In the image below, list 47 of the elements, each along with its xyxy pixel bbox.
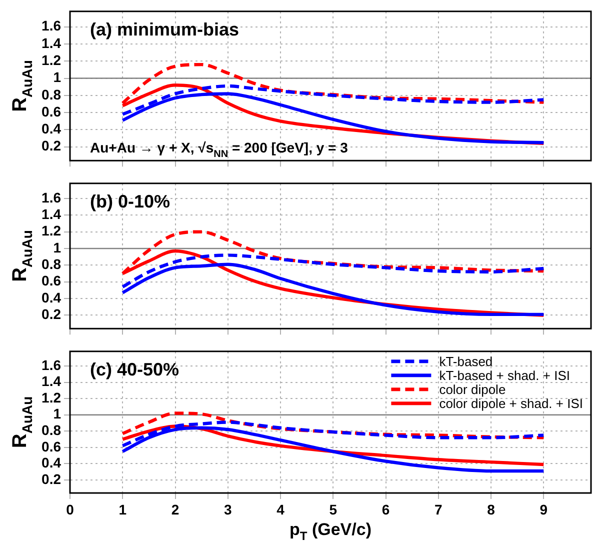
y-tick-label: 0.2 bbox=[42, 306, 62, 322]
y-tick-label: 1.2 bbox=[42, 222, 62, 239]
y-axis-title: RAuAu bbox=[9, 230, 35, 282]
x-tick-label: 5 bbox=[329, 501, 338, 518]
y-tick-label: 0.6 bbox=[42, 438, 62, 454]
y-tick-label: 1.4 bbox=[42, 206, 62, 222]
y-axis-title: RAuAu bbox=[9, 60, 35, 112]
y-tick-label: 1.4 bbox=[42, 34, 62, 51]
y-tick-label: 0.6 bbox=[42, 272, 62, 289]
y-tick-label: 0.6 bbox=[42, 103, 62, 120]
y-tick-label: 1 bbox=[53, 406, 62, 422]
x-tick-label: 7 bbox=[434, 501, 442, 518]
y-tick-label: 1.6 bbox=[42, 356, 62, 373]
line-series bbox=[121, 262, 546, 316]
y-tick-label: 0.8 bbox=[42, 86, 62, 102]
x-tick-label: 0 bbox=[66, 501, 74, 518]
legend-label: color dipole bbox=[439, 382, 506, 397]
y-axis-title: RAuAu bbox=[9, 396, 35, 448]
y-tick-label: 0.8 bbox=[42, 256, 62, 272]
line-series bbox=[121, 412, 546, 440]
chart-title: (b) 0-10% bbox=[90, 191, 170, 212]
y-tick-label: 1.2 bbox=[42, 389, 62, 406]
y-tick-label: 1 bbox=[53, 69, 62, 86]
y-tick-label: 1.4 bbox=[42, 373, 62, 390]
x-tick-label: 3 bbox=[224, 501, 232, 518]
x-tick-label: 4 bbox=[276, 501, 285, 518]
legend-label: color dipole + shad. + ISI bbox=[439, 396, 583, 411]
y-tick-label: 0.4 bbox=[42, 120, 62, 137]
x-tick-label: 9 bbox=[540, 501, 548, 518]
y-tick-label: 0.2 bbox=[42, 470, 62, 487]
x-tick-label: 6 bbox=[382, 501, 390, 518]
y-tick-label: 0.2 bbox=[42, 138, 62, 154]
y-tick-label: 1 bbox=[53, 239, 62, 256]
y-tick-label: 1.2 bbox=[42, 52, 62, 68]
x-tick-label: 1 bbox=[118, 501, 127, 518]
x-tick-label: 2 bbox=[171, 501, 180, 518]
line-series bbox=[121, 254, 546, 288]
legend-label: kT-based bbox=[439, 354, 493, 369]
x-tick-label: 8 bbox=[487, 501, 496, 518]
legend-label: kT-based + shad. + ISI bbox=[439, 368, 570, 383]
chart-title: (c) 40-50% bbox=[90, 359, 180, 380]
y-tick-label: 0.4 bbox=[42, 289, 62, 306]
y-tick-label: 0.8 bbox=[42, 422, 62, 438]
y-tick-label: 1.6 bbox=[42, 18, 62, 34]
y-tick-label: 1.6 bbox=[42, 189, 62, 206]
y-tick-label: 0.4 bbox=[42, 454, 62, 471]
chart-title: (a) minimum-bias bbox=[90, 19, 240, 40]
